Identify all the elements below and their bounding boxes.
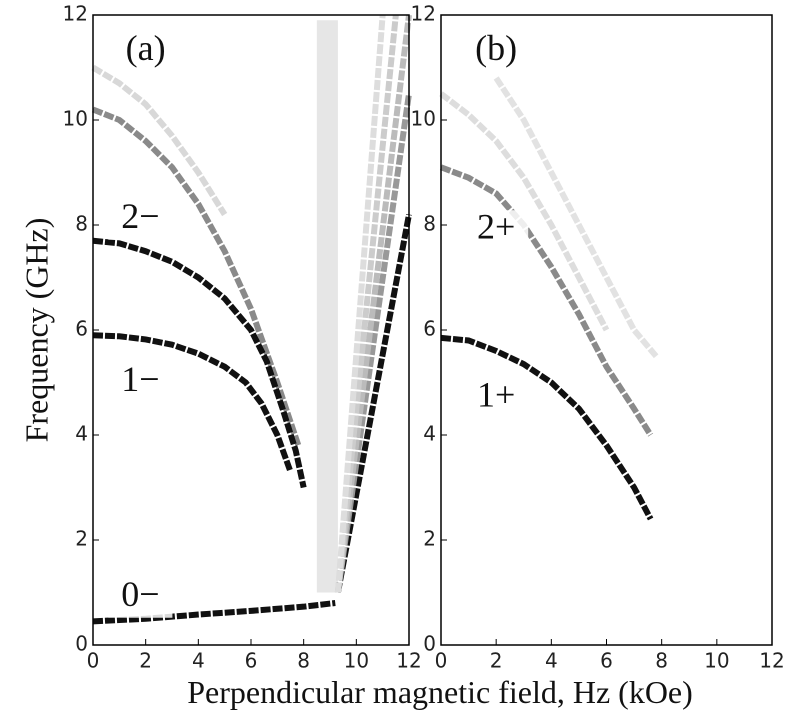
y-axis-label: Frequency (GHz): [18, 218, 54, 443]
mode-curve: [92, 332, 294, 473]
x-tick-label: 8: [297, 649, 310, 673]
y-tick-label: 8: [423, 212, 436, 236]
y-tick-label: 0: [75, 632, 88, 656]
label-bg: [108, 362, 173, 403]
x-tick-label: 4: [192, 649, 205, 673]
y-tick-label: 2: [423, 527, 436, 551]
y-tick-label: 12: [411, 2, 436, 26]
mode-curve: [440, 334, 654, 521]
mode-label: 0−: [121, 574, 159, 614]
mode-curve: [439, 164, 654, 437]
y-tick-label: 10: [411, 107, 436, 131]
x-tick-label: 0: [435, 649, 448, 673]
y-tick-label: 8: [75, 212, 88, 236]
label-bg: [464, 378, 529, 419]
x-tick-label: 2: [490, 649, 503, 673]
mode-curve: [92, 237, 307, 489]
label-bg: [108, 577, 173, 618]
x-tick-label: 10: [344, 649, 369, 673]
y-tick-label: 6: [423, 317, 436, 341]
label-bg: [108, 199, 173, 240]
x-tick-label: 8: [655, 649, 668, 673]
x-tick-label: 2: [139, 649, 152, 673]
y-tick-label: 12: [63, 2, 88, 26]
mode-curve: [439, 91, 610, 332]
x-tick-label: 12: [396, 649, 421, 673]
mode-label: 2+: [477, 207, 515, 247]
y-tick-label: 6: [75, 317, 88, 341]
x-tick-label: 12: [759, 649, 784, 673]
panel-label: (a): [126, 28, 166, 68]
mode-curve: [91, 64, 228, 217]
label-bg: [464, 210, 529, 251]
x-tick-label: 6: [600, 649, 613, 673]
y-tick-label: 4: [75, 422, 88, 446]
mode-curve: [92, 600, 336, 625]
mode-curve: [493, 76, 659, 359]
x-tick-label: 4: [545, 649, 558, 673]
y-tick-label: 2: [75, 527, 88, 551]
x-tick-label: 0: [87, 649, 100, 673]
y-tick-label: 0: [423, 632, 436, 656]
mode-curve: [334, 14, 386, 593]
x-axis-label: Perpendicular magnetic field, Hz (kOe): [187, 674, 693, 710]
mode-label: 1−: [121, 359, 159, 399]
mode-label: 2−: [121, 196, 159, 236]
x-tick-label: 6: [245, 649, 258, 673]
mode-curve: [91, 106, 302, 447]
mode-label: 1+: [477, 375, 515, 415]
y-tick-label: 4: [423, 422, 436, 446]
x-tick-label: 10: [704, 649, 729, 673]
y-tick-label: 10: [63, 107, 88, 131]
shaded-region: [316, 20, 338, 593]
panel-label: (b): [475, 28, 517, 68]
